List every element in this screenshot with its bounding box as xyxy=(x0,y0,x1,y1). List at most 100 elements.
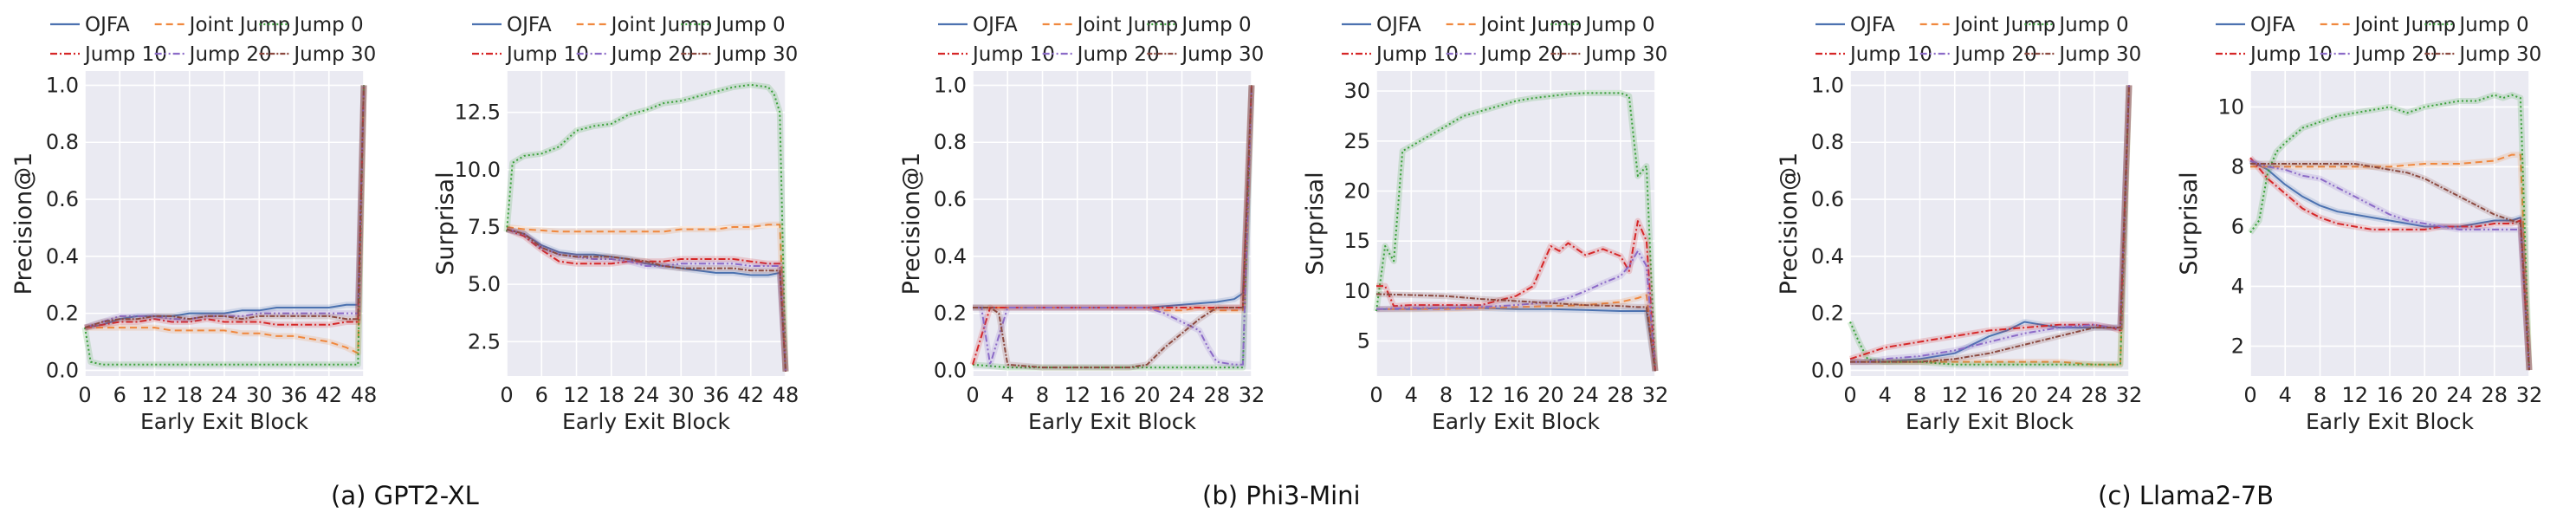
x-tick-label: 0 xyxy=(966,383,979,407)
series-line-jump-20 xyxy=(1850,85,2130,363)
x-tick-label: 0 xyxy=(78,383,91,407)
x-tick-label: 4 xyxy=(1879,383,1892,407)
legend-label: Joint Jump xyxy=(188,14,291,36)
y-axis-label: Surprisal xyxy=(432,172,459,275)
legend-label: Jump 0 xyxy=(292,14,363,36)
x-tick-label: 6 xyxy=(535,383,548,407)
panel-phi3_precision: 0 4 8 12 16 20 24 28 32 0.0 0.2 0.4 0.6 0.8 1.0 Early E… xyxy=(898,14,1265,434)
y-tick-label: 0.8 xyxy=(46,130,79,154)
series-line-joint-jump xyxy=(2250,153,2530,371)
y-tick-label: 0.0 xyxy=(934,358,967,382)
x-tick-label: 0 xyxy=(2243,383,2256,407)
y-tick-label: 15 xyxy=(1343,229,1370,253)
y-tick-label: 25 xyxy=(1343,129,1370,153)
x-tick-label: 4 xyxy=(1405,383,1418,407)
y-tick-label: 1.0 xyxy=(46,73,79,97)
legend: OJFA Joint Jump Jump 0 Jump 10 Jump 20 Jump 3… xyxy=(2216,14,2541,66)
series-line-jump-20 xyxy=(84,85,365,329)
x-tick-label: 12 xyxy=(1467,383,1494,407)
y-tick-label: 10 xyxy=(2217,94,2244,119)
series-line-jump-30 xyxy=(1375,293,1656,372)
series-line-joint-jump xyxy=(85,85,365,354)
x-tick-label: 4 xyxy=(2279,383,2292,407)
x-tick-label: 36 xyxy=(281,383,307,407)
series-line-jump-10 xyxy=(1849,85,2130,360)
x-tick-label: 0 xyxy=(500,383,513,407)
legend-label: Jump 20 xyxy=(1479,43,1563,66)
x-tick-label: 30 xyxy=(668,383,695,407)
y-tick-label: 1.0 xyxy=(934,73,967,97)
legend-label: Jump 20 xyxy=(1953,43,2037,66)
series-line-jump-30 xyxy=(84,85,365,329)
y-tick-label: 0.4 xyxy=(934,244,967,269)
series-band-jump-0 xyxy=(1847,85,2133,368)
x-tick-label: 8 xyxy=(2314,383,2327,407)
legend-label: Jump 0 xyxy=(2457,14,2528,36)
x-tick-label: 42 xyxy=(737,383,764,407)
series-band-jump-0 xyxy=(81,85,367,368)
legend-label: Jump 20 xyxy=(610,43,694,66)
y-axis-label: Precision@1 xyxy=(1776,152,1803,295)
x-tick-label: 0 xyxy=(1369,383,1382,407)
legend: OJFA Joint Jump Jump 0 Jump 10 Jump 20 Jump 3… xyxy=(1815,14,2141,66)
y-tick-label: 6 xyxy=(2231,214,2244,238)
legend-label: Jump 20 xyxy=(2353,43,2437,66)
x-tick-label: 12 xyxy=(1064,383,1091,407)
series-line-ojfa xyxy=(2249,159,2530,371)
y-tick-label: 10.0 xyxy=(455,158,501,182)
legend-label: OJFA xyxy=(85,14,130,36)
series-line-jump-10 xyxy=(972,85,1252,366)
y-tick-label: 0.8 xyxy=(1811,130,1844,154)
x-axis-label: Early Exit Block xyxy=(1028,409,1197,434)
x-tick-label: 28 xyxy=(1607,383,1634,407)
series-line-jump-0 xyxy=(1375,92,1656,372)
x-tick-label: 28 xyxy=(1203,383,1230,407)
x-tick-label: 32 xyxy=(2516,383,2543,407)
x-tick-label: 20 xyxy=(1537,383,1564,407)
x-tick-label: 20 xyxy=(1134,383,1161,407)
x-axis-label: Early Exit Block xyxy=(1432,409,1601,434)
legend-label: Jump 10 xyxy=(2249,43,2333,66)
panel-gpt2_precision: 0 6 12 18 24 30 36 42 48 0.0 0.2 0.4 0.6 0.8 1.0 Early … xyxy=(10,14,377,434)
series-line-joint-jump xyxy=(1376,294,1656,372)
panel-llama2_precision: 0 4 8 12 16 20 24 28 32 0.0 0.2 0.4 0.6 0.8 1.0 Early E… xyxy=(1776,14,2142,434)
legend-label: Jump 0 xyxy=(714,14,785,36)
panel-gpt2_surprisal: 0 6 12 18 24 30 36 42 48 2.5 5.0 7.5 10.0 12.5 Early E… xyxy=(432,14,799,434)
legend-label: Joint Jump xyxy=(1953,14,2056,36)
legend-label: Jump 30 xyxy=(1180,43,1264,66)
legend-label: Jump 10 xyxy=(1848,43,1932,66)
y-tick-label: 0.6 xyxy=(934,187,967,211)
y-tick-label: 0.2 xyxy=(1811,302,1844,326)
x-tick-label: 0 xyxy=(1843,383,1856,407)
x-axis-label: Early Exit Block xyxy=(562,409,731,434)
legend-label: Joint Jump xyxy=(1076,14,1179,36)
x-tick-label: 24 xyxy=(2046,383,2073,407)
y-tick-label: 7.5 xyxy=(468,215,501,239)
x-tick-label: 24 xyxy=(211,383,238,407)
series-line-joint-jump xyxy=(1850,85,2130,366)
y-tick-label: 0.6 xyxy=(1811,187,1844,211)
x-tick-label: 24 xyxy=(1572,383,1599,407)
legend-label: OJFA xyxy=(1850,14,1895,36)
x-tick-label: 16 xyxy=(1099,383,1126,407)
x-tick-label: 12 xyxy=(1941,383,1968,407)
y-tick-label: 2 xyxy=(2231,334,2244,358)
x-tick-label: 12 xyxy=(2341,383,2368,407)
x-tick-label: 24 xyxy=(2446,383,2473,407)
x-tick-label: 20 xyxy=(2411,383,2438,407)
legend-label: Joint Jump xyxy=(2353,14,2456,36)
y-tick-label: 0.0 xyxy=(46,358,79,382)
series-line-jump-0 xyxy=(2249,94,2530,371)
legend-label: Jump 10 xyxy=(971,43,1055,66)
y-axis-label: Precision@1 xyxy=(898,152,925,295)
y-tick-label: 12.5 xyxy=(455,101,501,125)
legend-label: Jump 30 xyxy=(1583,43,1667,66)
x-tick-label: 32 xyxy=(1642,383,1669,407)
series-line-jump-10 xyxy=(1376,220,1656,372)
x-tick-label: 24 xyxy=(633,383,660,407)
x-tick-label: 32 xyxy=(2116,383,2143,407)
x-axis-label: Early Exit Block xyxy=(2306,409,2475,434)
series-line-jump-10 xyxy=(2249,157,2530,371)
series-line-jump-30 xyxy=(1850,85,2130,363)
